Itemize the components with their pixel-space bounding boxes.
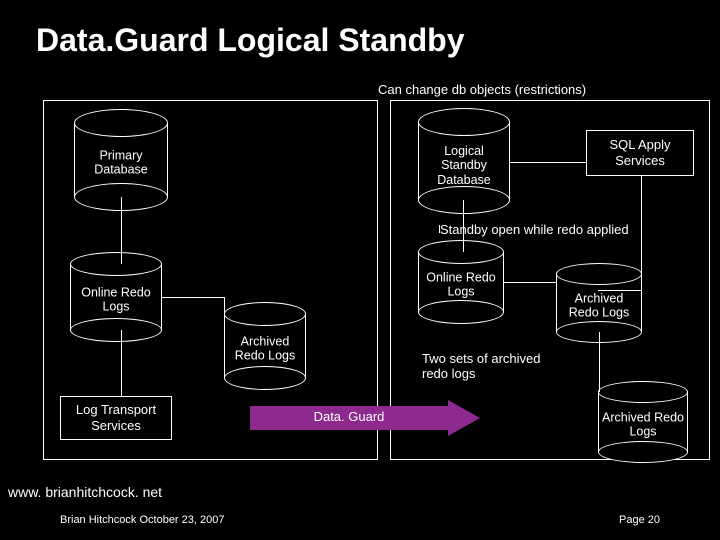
log-transport-services: Log Transport Services xyxy=(60,396,172,440)
caption-two-sets: Two sets of archived redo logs xyxy=(422,352,562,382)
cylinder-arl-right-top-label: Archived Redo Logs xyxy=(556,292,642,321)
cylinder-archived-redo-left: Archived Redo Logs xyxy=(224,314,306,378)
cylinder-orl-right-label: Online Redo Logs xyxy=(418,271,504,300)
cylinder-arl-left-label: Archived Redo Logs xyxy=(224,335,306,364)
cylinder-archived-redo-right-top: Archived Redo Logs xyxy=(556,274,642,332)
connector-line xyxy=(162,297,224,298)
connector-line xyxy=(121,330,122,396)
connector-line xyxy=(598,290,641,291)
cylinder-online-redo-right: Online Redo Logs xyxy=(418,252,504,312)
connector-line xyxy=(504,282,556,283)
data-guard-arrow: Data. Guard xyxy=(250,400,480,436)
data-guard-arrow-label: Data. Guard xyxy=(250,409,448,424)
sql-apply-services: SQL Apply Services xyxy=(586,130,694,176)
sql-apply-label: SQL Apply Services xyxy=(587,137,693,168)
data-guard-arrow-head-icon xyxy=(448,400,480,436)
cylinder-logical-standby: Logical Standby Database xyxy=(418,122,510,200)
connector-line xyxy=(641,176,642,274)
slide-title: Data.Guard Logical Standby xyxy=(36,22,465,59)
caption-standby-open: Standby open while redo applied xyxy=(440,222,629,237)
connector-line xyxy=(599,332,600,392)
cylinder-archived-redo-right-bottom: Archived Redo Logs xyxy=(598,392,688,452)
connector-line xyxy=(224,297,225,318)
footer-author: Brian Hitchcock October 23, 2007 xyxy=(60,514,224,526)
cylinder-orl-left-label: Online Redo Logs xyxy=(70,286,162,315)
connector-line xyxy=(121,197,122,264)
cylinder-online-redo-left: Online Redo Logs xyxy=(70,264,162,330)
connector-line xyxy=(463,200,464,252)
cylinder-primary-label: Primary Database xyxy=(74,149,168,178)
connector-line xyxy=(510,162,586,163)
cylinder-primary-database: Primary Database xyxy=(74,123,168,197)
caption-restrictions: Can change db objects (restrictions) xyxy=(378,82,586,97)
footer-page-number: Page 20 xyxy=(619,514,660,526)
footer-url: www. brianhitchcock. net xyxy=(8,484,162,500)
connector-line xyxy=(439,225,440,233)
cylinder-logical-label: Logical Standby Database xyxy=(418,144,510,187)
log-transport-label: Log Transport Services xyxy=(61,402,171,433)
cylinder-arl-right-bot-label: Archived Redo Logs xyxy=(598,411,688,440)
